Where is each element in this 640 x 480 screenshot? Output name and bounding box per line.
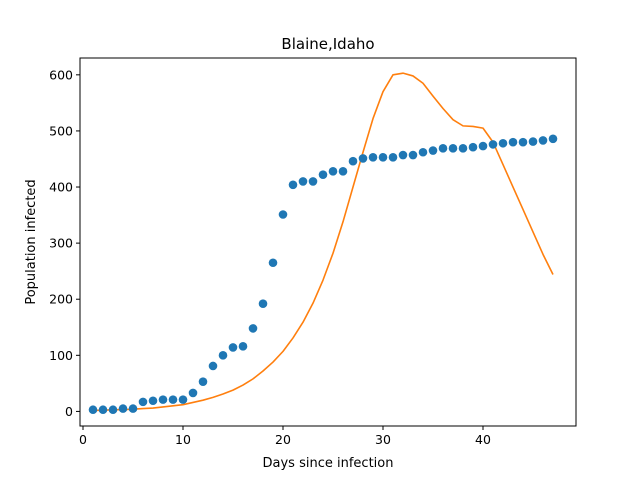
series-0-point (408, 150, 418, 160)
series-0-point (118, 404, 128, 413)
series-0-point (428, 146, 438, 155)
y-tick-label: 500 (49, 123, 73, 138)
series-0-point (548, 134, 558, 144)
series-0-point (348, 156, 358, 166)
series-0-point (98, 405, 108, 415)
series-0-point (458, 144, 468, 153)
x-tick-label: 40 (475, 432, 491, 447)
series-0-point (358, 154, 368, 163)
x-tick-label: 30 (375, 432, 391, 447)
series-0-point (138, 397, 148, 407)
x-tick-label: 0 (79, 432, 87, 447)
series-0-point (108, 405, 118, 415)
series-0-point (288, 180, 298, 190)
series-0-point (158, 395, 168, 404)
series-0-point (228, 343, 238, 352)
series-0-point (248, 324, 258, 333)
series-0-point (448, 144, 458, 153)
series-0-point (388, 152, 398, 162)
series-0-point (328, 167, 338, 176)
series-0-point (208, 361, 218, 371)
series-0-point (478, 141, 488, 151)
y-axis-label: Population infected (24, 179, 39, 304)
series-0-point (498, 138, 508, 148)
series-0-point (238, 342, 248, 351)
series-0-point (438, 144, 448, 153)
series-0-point (308, 177, 318, 186)
x-tick-label: 20 (275, 432, 291, 447)
series-0-point (468, 142, 478, 152)
series-0-point (168, 395, 178, 404)
series-0-point (538, 136, 548, 145)
plot-area (88, 72, 558, 415)
series-0-point (88, 405, 98, 415)
series-0-point (368, 152, 378, 162)
y-axis: 0 100 200 300 400 500 600 (49, 67, 80, 419)
series-0-point (398, 150, 408, 160)
axes-frame (79, 57, 577, 427)
chart-title: Blaine,Idaho (281, 35, 374, 53)
y-tick-label: 300 (49, 236, 73, 251)
y-tick-label: 0 (65, 404, 73, 419)
series-0-point (218, 351, 228, 360)
series-1-line (93, 72, 554, 412)
series-0-point (298, 177, 308, 186)
series-0-point (188, 388, 198, 398)
series-0-point (508, 137, 518, 147)
series-0-point (518, 137, 528, 147)
series-0-point (338, 167, 348, 176)
series-0-point (178, 395, 188, 404)
series-0-point (198, 377, 208, 386)
series-0-point (488, 140, 498, 149)
series-0-point (318, 170, 328, 179)
y-tick-label: 600 (49, 67, 73, 82)
y-tick-label: 200 (49, 292, 73, 307)
y-tick-label: 400 (49, 180, 73, 195)
series-0-point (258, 299, 268, 309)
series-0-point (418, 147, 428, 157)
series-0-point (128, 404, 138, 413)
series-0-point (378, 152, 388, 162)
x-axis-label: Days since infection (263, 456, 394, 471)
series-0-point (528, 137, 538, 146)
x-axis: 0 10 20 30 40 (79, 426, 491, 447)
series-0-point (148, 396, 158, 406)
series-0-point (268, 258, 278, 268)
x-tick-label: 10 (175, 432, 191, 447)
y-tick-label: 100 (49, 348, 73, 363)
series-0-point (278, 210, 288, 219)
